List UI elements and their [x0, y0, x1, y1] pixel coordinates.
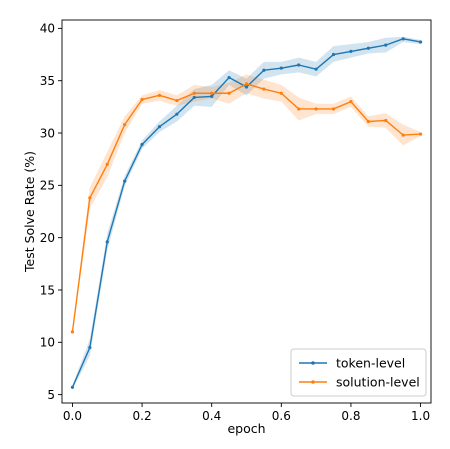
- plot-area: [70, 36, 423, 390]
- point-token-level: [314, 67, 318, 71]
- point-token-level: [401, 37, 405, 41]
- series-markers: [70, 37, 423, 389]
- band-token-level: [72, 36, 421, 390]
- point-token-level: [175, 112, 179, 116]
- x-tick-label: 0.6: [272, 409, 291, 423]
- point-solution-level: [297, 107, 301, 111]
- y-tick-label: 40: [40, 22, 55, 36]
- legend-label-token-level: token-level: [336, 356, 405, 371]
- point-token-level: [331, 52, 336, 57]
- point-solution-level: [384, 118, 388, 123]
- point-solution-level: [314, 107, 318, 111]
- axes-frame: [61, 19, 432, 404]
- point-solution-level: [331, 107, 336, 111]
- point-solution-level: [88, 196, 92, 200]
- y-tick-label: 10: [40, 336, 55, 350]
- point-solution-level: [244, 82, 249, 86]
- legend-entry-solution-level: solution-level: [299, 375, 420, 390]
- x-axis-label: epoch: [227, 421, 265, 436]
- point-token-level: [227, 75, 231, 80]
- legend-marker-token-level: [311, 361, 315, 365]
- point-token-level: [244, 85, 249, 89]
- point-token-level: [279, 66, 283, 70]
- y-tick-label: 15: [40, 283, 55, 297]
- y-tick-label: 20: [40, 231, 55, 245]
- y-axis-ticks: 5 10 15 20 25 30 35 40: [40, 22, 62, 402]
- point-token-level: [105, 240, 109, 244]
- x-tick-label: 1.0: [411, 409, 430, 423]
- band-solution-level: [72, 74, 421, 335]
- point-token-level: [157, 125, 162, 129]
- legend-entry-token-level: token-level: [299, 356, 405, 371]
- point-solution-level: [70, 330, 75, 334]
- legend-marker-solution-level: [311, 380, 315, 384]
- y-tick-label: 35: [40, 74, 55, 88]
- x-tick-label: 0.0: [63, 409, 82, 423]
- point-token-level: [88, 345, 92, 350]
- point-solution-level: [366, 119, 370, 124]
- point-token-level: [297, 63, 301, 67]
- point-solution-level: [227, 91, 231, 95]
- point-token-level: [349, 49, 353, 53]
- legend-label-solution-level: solution-level: [336, 375, 420, 390]
- point-solution-level: [210, 91, 214, 95]
- point-solution-level: [262, 87, 266, 91]
- point-token-level: [262, 68, 266, 72]
- point-solution-level: [279, 91, 283, 95]
- x-tick-label: 0.2: [133, 409, 152, 423]
- point-token-level: [418, 40, 423, 44]
- point-token-level: [192, 95, 196, 100]
- legend: token-level solution-level: [290, 348, 427, 397]
- y-tick-label: 30: [40, 126, 55, 140]
- legend-box: [290, 348, 427, 397]
- point-solution-level: [401, 133, 405, 137]
- point-solution-level: [123, 123, 127, 127]
- x-tick-label: 0.8: [341, 409, 360, 423]
- point-solution-level: [418, 132, 423, 136]
- point-solution-level: [349, 100, 353, 104]
- y-tick-label: 5: [47, 388, 55, 402]
- point-token-level: [384, 43, 388, 47]
- point-token-level: [366, 46, 370, 50]
- point-token-level: [70, 385, 75, 389]
- confidence-bands: [72, 36, 421, 390]
- point-token-level: [210, 94, 214, 98]
- point-solution-level: [105, 162, 109, 167]
- x-tick-label: 0.4: [202, 409, 221, 423]
- point-solution-level: [140, 97, 144, 102]
- point-token-level: [123, 179, 127, 183]
- point-token-level: [140, 142, 144, 147]
- y-tick-label: 25: [40, 179, 55, 193]
- point-solution-level: [175, 98, 179, 103]
- point-solution-level: [192, 91, 196, 95]
- point-solution-level: [157, 93, 162, 97]
- y-axis-label: Test Solve Rate (%): [22, 151, 37, 273]
- x-axis-ticks: 0.0 0.2 0.4 0.6 0.8 1.0: [63, 403, 430, 423]
